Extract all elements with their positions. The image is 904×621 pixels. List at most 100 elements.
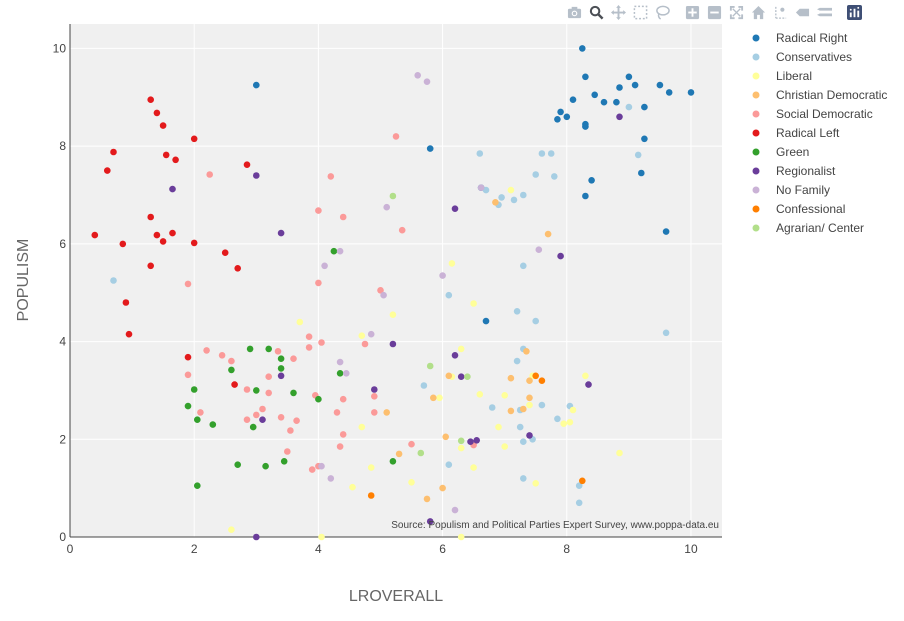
point-no-family[interactable]: [477, 184, 485, 191]
point-social-democratic[interactable]: [206, 171, 213, 178]
point-conservatives[interactable]: [547, 150, 555, 157]
point-no-family[interactable]: [383, 203, 391, 211]
point-social-democratic[interactable]: [265, 389, 273, 397]
point-liberal[interactable]: [470, 464, 477, 471]
point-radical-left[interactable]: [91, 231, 99, 239]
point-radical-right[interactable]: [616, 84, 623, 91]
point-regionalist[interactable]: [169, 185, 176, 193]
point-christian-democratic[interactable]: [526, 394, 533, 402]
point-conservatives[interactable]: [420, 382, 428, 389]
point-social-democratic[interactable]: [243, 416, 251, 424]
point-radical-right[interactable]: [588, 177, 595, 184]
point-radical-right[interactable]: [600, 98, 608, 106]
point-social-democratic[interactable]: [287, 427, 294, 434]
point-radical-right[interactable]: [665, 89, 673, 96]
point-radical-right[interactable]: [582, 73, 589, 81]
point-agrarian-center[interactable]: [426, 362, 434, 370]
point-social-democratic[interactable]: [371, 393, 378, 400]
point-radical-right[interactable]: [563, 113, 571, 121]
point-conservatives[interactable]: [554, 415, 561, 423]
point-radical-right[interactable]: [625, 73, 633, 81]
point-social-democratic[interactable]: [277, 414, 285, 421]
point-no-family[interactable]: [439, 272, 446, 279]
point-no-family[interactable]: [380, 291, 387, 299]
point-christian-democratic[interactable]: [442, 433, 450, 441]
point-christian-democratic[interactable]: [423, 495, 431, 503]
point-social-democratic[interactable]: [377, 287, 384, 294]
camera-button[interactable]: [563, 2, 585, 22]
point-liberal[interactable]: [408, 479, 415, 486]
point-agrarian-center[interactable]: [464, 373, 471, 381]
point-social-democratic[interactable]: [265, 373, 273, 381]
point-conservatives[interactable]: [510, 196, 518, 204]
point-radical-left[interactable]: [153, 231, 161, 239]
point-conservatives[interactable]: [538, 401, 546, 409]
point-radical-left[interactable]: [147, 213, 154, 221]
point-green[interactable]: [330, 247, 338, 255]
point-social-democratic[interactable]: [305, 344, 313, 351]
point-regionalist[interactable]: [557, 252, 564, 260]
point-radical-right[interactable]: [687, 89, 695, 96]
point-no-family[interactable]: [336, 247, 344, 255]
point-regionalist[interactable]: [451, 352, 459, 359]
legend-item-agrarian-center[interactable]: Agrarian/ Center: [752, 221, 865, 235]
plot-area[interactable]: [70, 24, 722, 537]
point-radical-left[interactable]: [147, 262, 154, 270]
point-conservatives[interactable]: [551, 173, 558, 180]
zoom-out-button[interactable]: [703, 2, 725, 22]
point-radical-left[interactable]: [104, 167, 111, 174]
point-radical-right[interactable]: [641, 103, 648, 111]
point-radical-left[interactable]: [169, 229, 176, 237]
point-conservatives[interactable]: [482, 186, 490, 194]
legend-item-christian-democratic[interactable]: Christian Democratic: [752, 88, 888, 102]
point-radical-right[interactable]: [426, 145, 434, 152]
point-radical-left[interactable]: [110, 148, 117, 156]
point-confessional[interactable]: [579, 477, 586, 485]
point-radical-right[interactable]: [554, 116, 561, 123]
point-christian-democratic[interactable]: [526, 377, 533, 385]
point-liberal[interactable]: [349, 483, 356, 491]
point-conservatives[interactable]: [634, 151, 642, 159]
point-christian-democratic[interactable]: [507, 407, 515, 415]
point-radical-left[interactable]: [190, 239, 198, 247]
point-radical-right[interactable]: [662, 228, 670, 235]
zoom-in-button[interactable]: [681, 2, 703, 22]
point-social-democratic[interactable]: [259, 405, 266, 413]
point-no-family[interactable]: [343, 370, 350, 377]
point-christian-democratic[interactable]: [383, 409, 391, 416]
point-liberal[interactable]: [436, 394, 443, 402]
point-social-democratic[interactable]: [398, 226, 406, 234]
point-christian-democratic[interactable]: [395, 450, 403, 458]
point-regionalist[interactable]: [389, 340, 397, 348]
point-conservatives[interactable]: [575, 499, 583, 507]
box-select-button[interactable]: [629, 2, 651, 22]
point-agrarian-center[interactable]: [457, 437, 465, 445]
point-no-family[interactable]: [451, 506, 459, 514]
point-liberal[interactable]: [560, 420, 567, 428]
point-radical-right[interactable]: [631, 81, 639, 89]
point-liberal[interactable]: [476, 391, 484, 398]
point-conservatives[interactable]: [445, 291, 453, 299]
point-conservatives[interactable]: [520, 475, 527, 482]
point-no-family[interactable]: [321, 262, 328, 270]
point-liberal[interactable]: [457, 533, 465, 541]
point-social-democratic[interactable]: [408, 440, 415, 448]
point-social-democratic[interactable]: [339, 431, 347, 438]
point-radical-right[interactable]: [591, 91, 598, 99]
point-liberal[interactable]: [296, 318, 304, 326]
point-social-democratic[interactable]: [228, 357, 235, 365]
point-green[interactable]: [209, 421, 217, 428]
point-conservatives[interactable]: [520, 262, 527, 270]
point-liberal[interactable]: [501, 392, 509, 399]
point-radical-left[interactable]: [125, 330, 133, 338]
point-radical-left[interactable]: [162, 151, 170, 159]
point-regionalist[interactable]: [473, 437, 481, 444]
legend-item-radical-left[interactable]: Radical Left: [752, 126, 841, 140]
point-liberal[interactable]: [367, 464, 375, 471]
point-regionalist[interactable]: [252, 533, 260, 541]
point-regionalist[interactable]: [457, 373, 465, 381]
point-liberal[interactable]: [495, 423, 502, 431]
point-green[interactable]: [190, 386, 198, 393]
point-green[interactable]: [262, 462, 269, 470]
point-christian-democratic[interactable]: [445, 372, 453, 380]
